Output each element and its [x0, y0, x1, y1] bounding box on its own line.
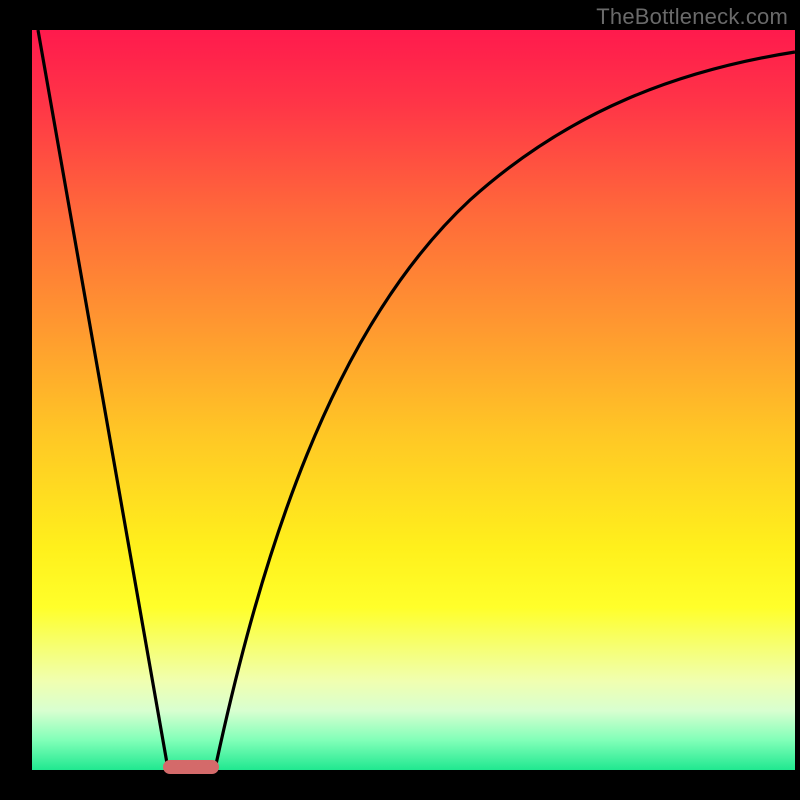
- chart-container: TheBottleneck.com: [0, 0, 800, 800]
- frame-bottom-bar: [0, 770, 800, 800]
- frame-right-bar: [795, 0, 800, 800]
- chart-svg: [0, 0, 800, 800]
- bottleneck-marker: [163, 760, 219, 774]
- watermark-text: TheBottleneck.com: [596, 4, 788, 30]
- frame-left-bar: [0, 0, 32, 800]
- plot-background: [32, 30, 795, 770]
